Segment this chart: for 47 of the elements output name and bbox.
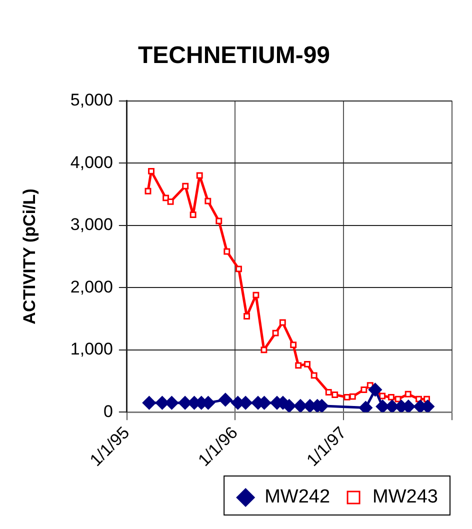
point — [218, 392, 232, 406]
point — [144, 188, 152, 194]
point — [290, 342, 297, 348]
point — [344, 394, 350, 400]
y-axis-title: ACTIVITY (pCi/L) — [20, 188, 39, 324]
point — [182, 182, 189, 190]
point — [279, 319, 286, 326]
point — [167, 198, 174, 205]
point — [294, 399, 308, 412]
point — [190, 212, 196, 218]
point — [394, 396, 402, 402]
y-tick-label: 2,000 — [70, 277, 113, 296]
point — [385, 400, 399, 412]
chart-title: TECHNETIUM-99 — [138, 42, 330, 70]
y-tick-label: 4,000 — [70, 152, 113, 172]
point — [349, 393, 356, 400]
point — [388, 394, 394, 400]
point — [358, 401, 372, 412]
y-tick-label: 0 — [103, 402, 113, 421]
point — [148, 168, 154, 174]
y-tick-label: 3,000 — [70, 215, 113, 234]
point — [360, 386, 368, 393]
point — [244, 313, 250, 320]
point — [379, 392, 386, 400]
point — [155, 396, 169, 410]
point — [142, 396, 156, 410]
point — [204, 198, 212, 204]
point — [376, 400, 390, 412]
point — [310, 372, 318, 379]
point — [404, 390, 412, 398]
y-tick-label: 5,000 — [70, 90, 113, 110]
point — [196, 172, 203, 179]
point — [332, 391, 338, 398]
point — [325, 389, 332, 396]
point — [295, 362, 302, 369]
point — [162, 194, 170, 202]
point — [304, 360, 310, 368]
point — [224, 248, 230, 255]
point — [260, 346, 268, 354]
point — [216, 218, 222, 224]
point — [252, 292, 260, 298]
legend-label: MW243 — [372, 486, 438, 508]
y-tick-label: 1,000 — [70, 340, 113, 359]
point — [272, 330, 279, 336]
point — [368, 382, 382, 396]
point — [236, 266, 242, 272]
legend-label: MW242 — [264, 486, 330, 508]
